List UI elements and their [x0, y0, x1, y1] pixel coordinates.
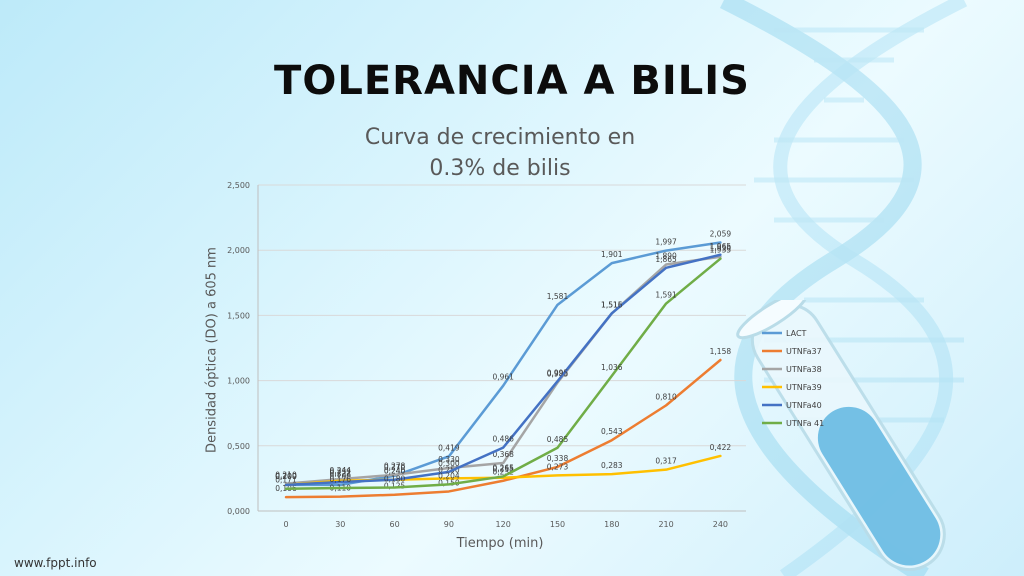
x-tick-label: 0	[283, 520, 288, 529]
series-line	[284, 255, 722, 485]
data-label: 0,244	[330, 466, 352, 475]
data-label: 0,200	[330, 472, 352, 481]
x-tick-label: 210	[658, 520, 673, 529]
data-label: 0,255	[492, 465, 514, 474]
chart-title: Curva de crecimiento en 0.3% de bilis	[330, 122, 670, 184]
series-line	[284, 253, 722, 487]
data-label: 0,210	[275, 471, 297, 480]
x-tick-label: 180	[604, 520, 619, 529]
legend-label: UTNFa 41	[786, 419, 824, 428]
data-label: 1,865	[655, 255, 677, 264]
slide-title: TOLERANCIA A BILIS	[274, 58, 750, 104]
footer-url: www.fppt.info	[14, 556, 97, 570]
data-label: 0,283	[601, 461, 623, 470]
data-label: 1,591	[655, 291, 677, 300]
data-label: 0,338	[547, 454, 569, 463]
data-label: 0,368	[492, 450, 514, 459]
data-label: 0,150	[438, 478, 460, 487]
data-label: 0,486	[492, 435, 514, 444]
data-label: 0,961	[492, 373, 514, 382]
data-label: 1,901	[601, 250, 623, 259]
data-label: 1,158	[710, 347, 732, 356]
data-label: 0,422	[710, 443, 732, 452]
data-label: 0,171	[275, 476, 297, 485]
data-label: 0,419	[438, 443, 460, 452]
data-label: 1,997	[655, 238, 677, 247]
legend-label: LACT	[786, 329, 807, 338]
x-axis-title: Tiempo (min)	[456, 536, 544, 551]
data-label: 1,581	[547, 292, 569, 301]
data-label: 0,200	[275, 472, 297, 481]
data-label: 0,300	[438, 459, 460, 468]
data-label: 0,240	[384, 467, 406, 476]
data-label: 0,240	[384, 467, 406, 476]
data-label: 0,200	[275, 472, 297, 481]
data-label: 0,232	[492, 468, 514, 477]
y-tick-label: 1,000	[227, 377, 250, 386]
data-label: 0,176	[330, 475, 352, 484]
legend-label: UTNFa37	[786, 347, 822, 356]
data-label: 0,265	[492, 463, 514, 472]
data-label: 1,965	[710, 242, 732, 251]
y-tick-label: 1,500	[227, 311, 250, 320]
y-tick-label: 2,500	[227, 181, 250, 190]
x-tick-label: 150	[550, 520, 565, 529]
data-label: 1,515	[601, 300, 623, 309]
data-label: 1,935	[710, 246, 732, 255]
data-label: 0,222	[330, 469, 352, 478]
data-label: 0,180	[384, 475, 406, 484]
x-tick-label: 30	[335, 520, 345, 529]
x-tick-label: 240	[713, 520, 728, 529]
data-label: 0,250	[438, 465, 460, 474]
data-label: 0,810	[655, 392, 677, 401]
data-label: 0,204	[438, 471, 460, 480]
x-tick-label: 120	[496, 520, 511, 529]
series-line	[284, 257, 722, 490]
y-tick-label: 0,500	[227, 442, 250, 451]
data-label: 1,516	[601, 300, 623, 309]
y-tick-label: 0,000	[227, 507, 250, 516]
data-label: 0,485	[547, 435, 569, 444]
data-label: 0,232	[330, 468, 352, 477]
data-label: 0,985	[547, 370, 569, 379]
legend-label: UTNFa39	[786, 383, 822, 392]
data-label: 0,278	[384, 462, 406, 471]
x-tick-label: 60	[390, 520, 400, 529]
y-tick-label: 2,000	[227, 246, 250, 255]
series-line	[284, 358, 722, 499]
data-label: 0,125	[384, 482, 406, 491]
chart-title-line-2: 0.3% de bilis	[429, 156, 571, 181]
data-label: 0,543	[601, 427, 623, 436]
chart-title-line-1: Curva de crecimiento en	[364, 125, 636, 150]
data-label: 0,330	[438, 455, 460, 464]
data-label: 0,200	[275, 472, 297, 481]
data-label: 1,036	[601, 363, 623, 372]
data-label: 0,270	[384, 463, 406, 472]
data-label: 0,317	[655, 457, 677, 466]
data-label: 1,890	[655, 252, 677, 261]
x-tick-label: 90	[444, 520, 454, 529]
data-label: 0,995	[547, 368, 569, 377]
legend-label: UTNFa40	[786, 401, 822, 410]
data-label: 1,950	[710, 244, 732, 253]
test-tube-illustration	[736, 300, 946, 572]
data-label: 0,273	[547, 462, 569, 471]
legend-label: UTNFa38	[786, 365, 822, 374]
data-label: 2,059	[710, 230, 732, 239]
